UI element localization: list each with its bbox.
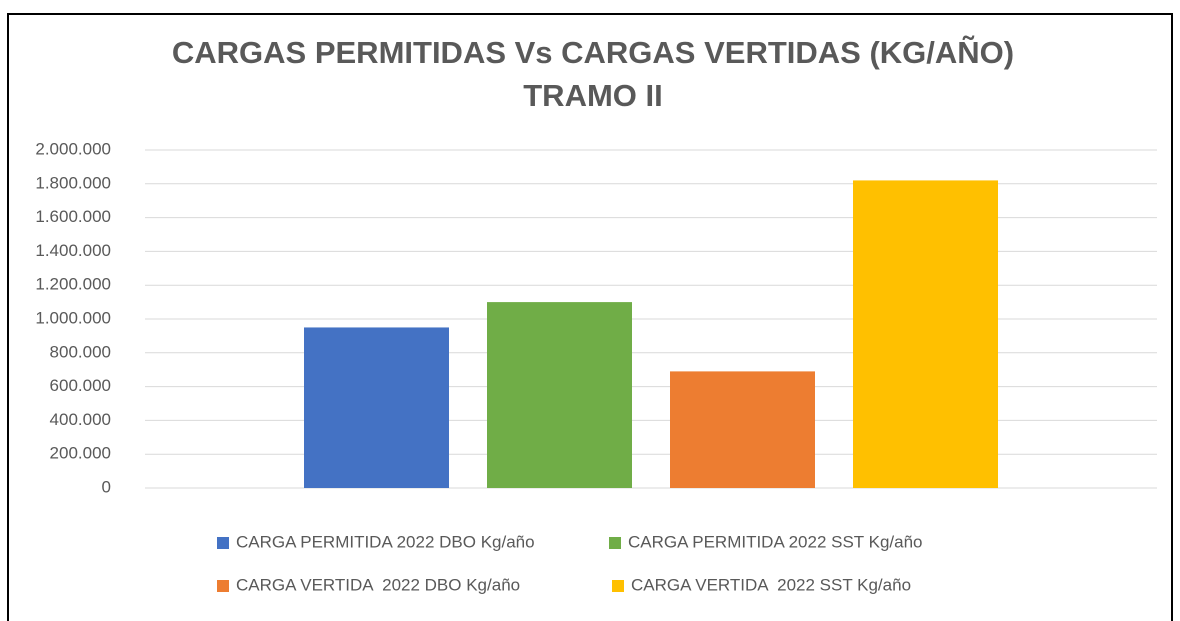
y-tick-label: 2.000.000 [35, 139, 111, 158]
legend-swatch [612, 580, 624, 592]
y-tick-label: 800.000 [50, 342, 111, 361]
y-tick-label: 200.000 [50, 444, 111, 463]
legend-swatch [217, 537, 229, 549]
legend-label: CARGA VERTIDA 2022 DBO Kg/año [236, 575, 520, 594]
y-tick-label: 600.000 [50, 376, 111, 395]
chart-title: CARGAS PERMITIDAS Vs CARGAS VERTIDAS (KG… [172, 35, 1014, 70]
legend-label: CARGA VERTIDA 2022 SST Kg/año [631, 575, 911, 594]
y-tick-label: 400.000 [50, 410, 111, 429]
legend-swatch [609, 537, 621, 549]
bar [487, 302, 632, 488]
y-tick-label: 1.800.000 [35, 173, 111, 192]
y-tick-label: 0 [102, 477, 111, 496]
legend-swatch [217, 580, 229, 592]
y-tick-label: 1.400.000 [35, 241, 111, 260]
y-tick-label: 1.000.000 [35, 308, 111, 327]
y-tick-label: 1.600.000 [35, 207, 111, 226]
bar [670, 371, 815, 488]
legend-label: CARGA PERMITIDA 2022 DBO Kg/año [236, 532, 535, 551]
chart-subtitle: TRAMO II [523, 78, 663, 113]
legend-label: CARGA PERMITIDA 2022 SST Kg/año [628, 532, 923, 551]
bar [853, 180, 998, 489]
y-tick-label: 1.200.000 [35, 275, 111, 294]
bar [304, 327, 449, 488]
